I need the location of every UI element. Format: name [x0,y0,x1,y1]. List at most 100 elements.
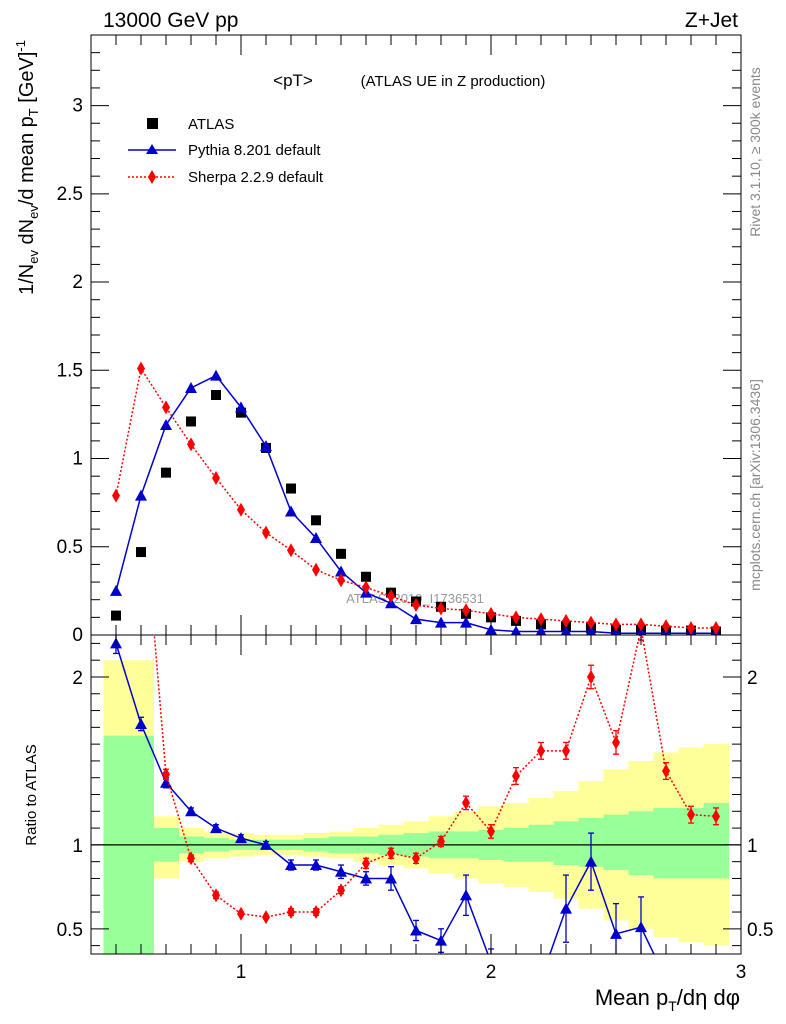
data-point [587,615,595,630]
data-point [235,401,247,413]
ratio-y-axis-label: Ratio to ATLAS [23,744,40,845]
data-point [412,851,420,866]
y-tick-label: 2.5 [57,184,83,205]
main-panel-series [110,361,721,635]
x-tick-label: 1 [236,962,247,983]
data-point [562,613,570,628]
ratio-y-tick-label-right: 1 [747,836,758,857]
mcplots-label: mcplots.cern.ch [arXiv:1306.3436] [747,379,763,591]
data-point [185,805,197,817]
data-point [510,625,522,635]
data-point [662,619,670,634]
data-point [160,419,172,430]
chart-title: <pT> [273,71,313,90]
data-point [110,584,122,596]
x-tick-label: 3 [736,962,747,983]
data-point [537,743,545,758]
ratio-y-tick-labels: 0.5 1 2 [57,668,83,941]
data-point [512,769,520,784]
data-point [262,910,270,925]
stat-band [103,735,129,954]
series-1 [110,369,721,635]
ratio-y-tick-label-right: 2 [747,668,758,689]
ratio-y-tick-label: 2 [72,668,83,689]
data-point [335,865,347,877]
data-point [687,620,695,635]
chart-subtitle: (ATLAS UE in Z production) [361,73,546,90]
ratio-series-0 [110,635,722,984]
data-point [312,562,320,577]
x-tick-labels: 1 2 3 [236,962,747,983]
y-tick-label: 0 [72,625,83,646]
data-point [187,437,195,452]
data-point [612,617,620,632]
data-point [437,834,445,849]
data-point [585,855,597,867]
data-point [512,610,520,625]
data-point [260,440,272,452]
data-point [237,502,245,517]
data-point [537,612,545,627]
data-point [685,973,697,984]
legend-sherpa-label: Sherpa 2.2.9 default [188,169,324,186]
y-tick-label: 1.5 [57,360,83,381]
data-point [287,905,295,920]
data-point [485,623,497,635]
data-point [585,625,597,635]
data-point [337,573,345,588]
legend-pythia-label: Pythia 8.201 default [188,142,321,159]
legend-atlas-label: ATLAS [188,116,234,133]
ratio-panel: 0.5 1 2 0.5 1 2 1 2 3 Ratio to ATLAS Mean pT/d… [23,469,773,1014]
data-point [337,883,345,898]
data-point [560,625,572,635]
ratio-y-tick-label-right: 0.5 [747,920,773,941]
stat-band [528,824,554,862]
data-point [587,669,595,684]
data-point [410,924,422,936]
stat-band [128,735,154,954]
data-point [137,361,145,376]
data-point [335,565,347,577]
series-2 [112,361,720,635]
data-point [137,469,145,483]
data-point [310,859,322,871]
legend-pythia-marker [146,144,158,154]
data-point [286,483,296,494]
stat-band [553,821,579,866]
data-point [435,616,447,628]
data-point [637,617,645,632]
data-point [460,889,472,901]
ratio-y-tick-label: 0.5 [57,920,83,941]
data-point [212,888,220,903]
data-point [210,822,222,834]
data-point [660,973,672,984]
data-point [136,547,146,558]
data-point [135,717,147,729]
data-point [186,416,196,427]
data-point [112,488,120,503]
data-point [162,767,170,782]
stat-band [628,811,654,876]
data-point [462,795,470,810]
data-point [487,824,495,839]
data-point [385,872,397,884]
data-point [111,610,121,621]
data-point [710,973,722,984]
data-point [212,470,220,485]
data-point [185,381,197,393]
data-point [262,525,270,540]
ratio-series [110,469,722,984]
stat-band [603,814,629,871]
data-point [535,625,547,635]
data-point [410,613,422,625]
data-point [460,616,472,628]
data-point [210,369,222,381]
data-point [362,580,370,595]
rivet-version-label: Rivet 3.1.10, ≥ 300k events [747,67,763,237]
data-point [387,846,395,861]
data-point [360,872,372,884]
data-point [211,390,221,400]
main-y-axis-label: 1/Nev dNev/d mean pT [GeV]-1 [13,40,41,295]
header-left: 13000 GeV pp [103,9,238,32]
